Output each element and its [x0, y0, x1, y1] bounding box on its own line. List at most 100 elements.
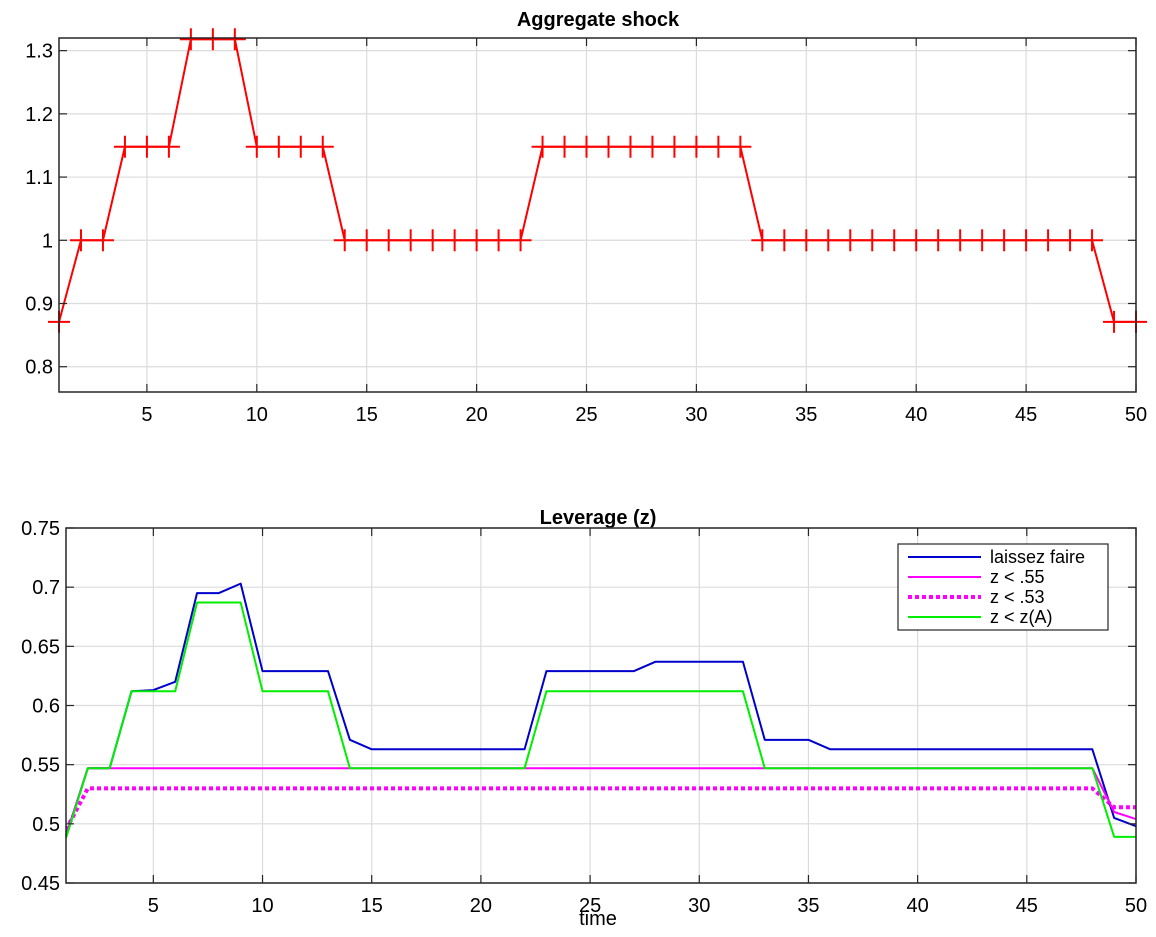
data-point-marker [883, 229, 906, 252]
data-point-marker [179, 28, 202, 51]
data-point-marker [795, 229, 818, 252]
series-line [65, 767, 1137, 836]
data-point-marker [663, 135, 686, 158]
y-tick-label: 0.5 [32, 814, 60, 836]
y-tick-label: 1.1 [25, 167, 53, 189]
data-point-marker [1059, 229, 1082, 252]
y-tick-label: 0.75 [21, 518, 60, 540]
y-tick-label: 0.45 [21, 873, 60, 895]
data-point-marker [223, 28, 246, 51]
x-tick-label: 20 [465, 404, 487, 426]
tick-layer: 5 10 15 20 25 30 35 40 45 50 0.45 0.5 0.55 0.6 0.65 0.7… [21, 518, 1147, 917]
data-point-marker [575, 135, 598, 158]
x-tick-label: 50 [1125, 895, 1147, 917]
axes-frame [58, 37, 1137, 393]
data-point-marker [113, 135, 136, 158]
data-point-marker [619, 135, 642, 158]
y-tick-label: 0.7 [32, 577, 60, 599]
data-point-marker [355, 229, 378, 252]
x-tick-label: 25 [575, 404, 597, 426]
x-tick-label: 30 [688, 895, 710, 917]
y-tick-label: 1.3 [25, 41, 53, 63]
y-tick-label: 1 [42, 230, 53, 252]
y-tick-label: 0.6 [32, 696, 60, 718]
data-point-marker [421, 229, 444, 252]
x-tick-label: 45 [1016, 895, 1038, 917]
data-point-marker [1081, 229, 1104, 252]
data-point-marker [1037, 229, 1060, 252]
x-tick-label: 15 [361, 895, 383, 917]
legend-box [897, 543, 1109, 631]
x-tick-label: 35 [797, 895, 819, 917]
data-point-marker [839, 229, 862, 252]
data-point-marker [201, 28, 224, 51]
x-tick-label: 35 [795, 404, 817, 426]
data-point-marker [949, 229, 972, 252]
x-tick-label: 10 [246, 404, 268, 426]
legend-label: z < z(A) [990, 607, 1053, 627]
data-point-marker [531, 135, 554, 158]
y-tick-label: 0.55 [21, 755, 60, 777]
data-point-marker [553, 135, 576, 158]
data-point-marker [377, 229, 400, 252]
x-tick-label: 45 [1015, 404, 1037, 426]
data-point-marker [707, 135, 730, 158]
series-line [65, 582, 1137, 836]
legend-label: z < .53 [990, 587, 1045, 607]
x-tick-label: 40 [905, 404, 927, 426]
series-line [58, 38, 1136, 323]
data-point-marker [333, 229, 356, 252]
data-point-marker [597, 135, 620, 158]
y-tick-label: 0.8 [25, 357, 53, 379]
leverage-chart: Leverage (z) 5 10 15 20 25 30 35 40 45 50 0.45 0.5 0… [21, 507, 1147, 930]
data-point-marker [905, 229, 928, 252]
data-point-marker [157, 135, 180, 158]
x-tick-label: 30 [685, 404, 707, 426]
series-line [65, 601, 1136, 839]
data-point-marker [751, 229, 774, 252]
data-point-marker [311, 135, 334, 158]
data-point-marker [465, 229, 488, 252]
series-layer [48, 28, 1147, 333]
grid [59, 38, 1137, 392]
data-point-marker [817, 229, 840, 252]
y-tick-label: 0.65 [21, 636, 60, 658]
data-point-marker [729, 135, 752, 158]
data-point-marker [69, 229, 92, 252]
chart-title: Leverage (z) [540, 507, 657, 529]
x-axis-label: time [579, 908, 617, 930]
data-point-marker [135, 135, 158, 158]
series-line [66, 786, 1136, 831]
x-tick-label: 20 [470, 895, 492, 917]
data-point-marker [91, 229, 114, 252]
series-layer [65, 582, 1137, 839]
data-point-marker [509, 229, 532, 252]
data-point-marker [1103, 310, 1126, 333]
x-tick-label: 5 [141, 404, 152, 426]
data-point-marker [245, 135, 268, 158]
x-tick-label: 25 [579, 895, 601, 917]
x-tick-label: 40 [907, 895, 929, 917]
data-point-marker [289, 135, 312, 158]
x-tick-label: 50 [1125, 404, 1147, 426]
legend-label: laissez faire [990, 547, 1085, 567]
data-point-marker [641, 135, 664, 158]
x-tick-label: 15 [356, 404, 378, 426]
y-tick-label: 1.2 [25, 104, 53, 126]
tick-layer: 5 10 15 20 25 30 35 40 45 50 0.8 0.9 1 1.1 1.2 1.3 [25, 38, 1147, 426]
data-point-marker [443, 229, 466, 252]
data-point-marker [487, 229, 510, 252]
data-point-marker [399, 229, 422, 252]
data-point-marker [773, 229, 796, 252]
x-tick-label: 5 [148, 895, 159, 917]
aggregate-shock-chart: Aggregate shock 5 10 15 20 25 30 35 40 45 50 0.8 0.… [25, 9, 1147, 426]
data-point-marker [971, 229, 994, 252]
legend-label: z < .55 [990, 567, 1045, 587]
y-tick-label: 0.9 [25, 294, 53, 316]
x-tick-label: 10 [251, 895, 273, 917]
data-point-marker [993, 229, 1016, 252]
data-point-marker [927, 229, 950, 252]
chart-title: Aggregate shock [517, 9, 680, 31]
